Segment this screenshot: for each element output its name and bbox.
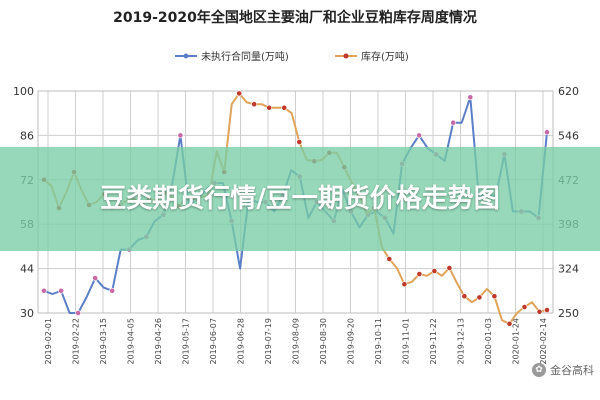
data-point — [521, 304, 528, 310]
data-point — [506, 320, 513, 327]
x-tick-label: 2019-05-17 — [182, 318, 191, 365]
x-tick-label: 2019-04-26 — [154, 318, 163, 365]
x-tick-label: 2019-02-01 — [44, 318, 53, 365]
data-point — [491, 293, 498, 300]
x-tick-label: 2019-06-07 — [209, 318, 218, 365]
data-point — [467, 94, 474, 101]
x-tick-label: 2019-03-15 — [99, 318, 108, 365]
data-point — [461, 293, 468, 300]
legend-marker-inventory — [343, 53, 349, 59]
data-point — [109, 287, 116, 294]
banner-text: 豆类期货行情/豆一期货价格走势图 — [100, 184, 500, 214]
x-tick-label: 2020-01-24 — [512, 318, 521, 365]
data-point — [416, 271, 423, 277]
watermark-text: 金谷高科 — [550, 364, 594, 377]
x-tick-label: 2019-04-05 — [127, 318, 136, 365]
x-axis: 2019-02-01 2019-02-22 2019-03-15 2019-04-05… — [44, 318, 548, 365]
x-tick-label: 2019-02-22 — [72, 318, 81, 365]
data-point — [41, 287, 47, 294]
data-point — [446, 265, 453, 271]
x-tick-label: 2019-10-11 — [374, 318, 383, 365]
data-point — [75, 310, 81, 316]
data-point — [544, 129, 550, 136]
wechat-icon: ✿ — [532, 363, 546, 377]
data-point — [251, 101, 258, 108]
data-point — [266, 104, 273, 111]
legend-label-contracts: 未执行合同量(万吨) — [201, 50, 289, 63]
y-left-tick-label: 100 — [13, 85, 34, 98]
x-tick-label: 2020-02-14 — [539, 318, 548, 365]
data-point — [431, 268, 438, 274]
y-left-tick-label: 86 — [20, 129, 34, 142]
data-point — [416, 132, 422, 139]
data-point — [58, 287, 64, 294]
legend: 未执行合同量(万吨) 库存(万吨) — [175, 50, 409, 63]
x-tick-label: 2019-09-20 — [347, 318, 356, 365]
y-right-tick-label: 546 — [558, 129, 579, 142]
x-tick-label: 2019-07-19 — [264, 318, 273, 365]
x-tick-label: 2019-11-22 — [429, 318, 438, 365]
y-right-tick-label: 250 — [558, 307, 579, 320]
data-point — [386, 256, 393, 262]
x-tick-label: 2019-06-28 — [237, 318, 246, 365]
x-tick-label: 2019-08-30 — [319, 318, 328, 365]
legend-label-inventory: 库存(万吨) — [361, 50, 409, 63]
data-point — [296, 139, 303, 145]
y-left-tick-label: 44 — [20, 263, 34, 276]
data-point — [544, 307, 550, 313]
data-point — [92, 275, 99, 281]
chart-title: 2019-2020年全国地区主要油厂和企业豆粕库存周度情况 — [113, 9, 477, 26]
legend-marker-contracts — [183, 53, 189, 59]
y-right-tick-label: 324 — [558, 263, 579, 276]
data-point — [281, 104, 288, 111]
data-point — [450, 119, 457, 126]
data-point — [476, 294, 483, 301]
x-tick-label: 2019-12-13 — [457, 318, 466, 365]
data-point — [177, 132, 184, 139]
data-point — [401, 281, 408, 288]
y-left-tick-label: 30 — [20, 307, 34, 320]
x-tick-label: 2019-11-01 — [402, 318, 411, 365]
x-tick-label: 2019-08-09 — [292, 318, 301, 365]
y-right-tick-label: 620 — [558, 85, 579, 98]
data-point — [236, 90, 243, 97]
watermark: ✿ 金谷高科 — [532, 362, 594, 378]
title-banner: 豆类期货行情/豆一期货价格走势图 — [0, 147, 600, 251]
x-tick-label: 2020-01-03 — [484, 318, 493, 365]
data-point — [536, 308, 543, 315]
